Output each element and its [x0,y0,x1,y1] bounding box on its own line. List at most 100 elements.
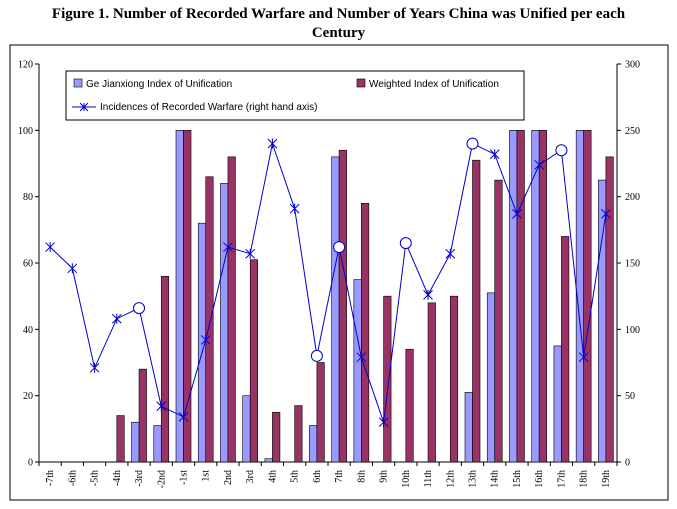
warfare-point-star [601,208,611,219]
right-tick-label: 50 [625,391,635,402]
x-tick-label: 8th [356,470,367,483]
x-tick-label: -2nd [156,470,167,488]
ge-index-bar [131,421,140,463]
left-tick-label: 120 [18,60,33,71]
warfare-point-star [267,138,278,149]
weighted-index-bar [405,348,414,463]
x-tick-label: 1st [201,470,212,482]
legend-label-warfare: Incidences of Recorded Warfare (right ha… [100,102,318,113]
weighted-index-bar [383,295,392,463]
x-tick-label: 12th [445,470,456,488]
weighted-index-bar [338,149,347,463]
weighted-index-bar [427,302,436,463]
warfare-point-star [67,263,78,274]
chart-title-line1: Figure 1. Number of Recorded Warfare and… [51,6,626,22]
ge-index-bar [553,345,562,463]
warfare-point-star [378,417,389,428]
left-tick-label: 40 [23,325,33,336]
weighted-index-bar [272,411,281,463]
legend-swatch-weighted-index [356,78,366,88]
ge-index-bar [264,458,273,463]
warfare-point-star [45,242,55,253]
weighted-index-bar [561,236,570,463]
x-tick-label: 16th [534,470,545,488]
left-tick-label: 60 [23,259,33,270]
warfare-point-star [356,352,367,363]
weighted-index-bar [160,275,170,463]
ge-index-bar [509,130,518,463]
warfare-point-star [512,208,522,219]
weighted-index-bar [116,415,125,463]
x-tick-label: 4th [267,470,278,483]
ge-index-bar [331,156,340,463]
ge-index-bar [486,292,496,463]
x-tick-label: 15th [512,470,523,488]
warfare-point-star [200,334,211,345]
x-tick-label: 5th [290,470,301,483]
right-tick-label: 300 [625,60,640,71]
warfare-point-star [245,248,256,259]
weighted-index-bar [227,156,236,463]
warfare-point-star [423,289,433,300]
x-tick-label: 14th [490,470,501,488]
ge-index-bar [175,130,184,463]
weighted-index-bar [249,259,258,463]
warfare-point-circle [399,237,412,250]
weighted-index-bar [516,130,525,463]
x-tick-label: 9th [379,470,390,483]
x-tick-label: 18th [579,470,590,488]
chart-frame [9,44,669,501]
left-tick-label: 20 [23,391,33,402]
weighted-index-bar [361,203,370,463]
ge-index-bar [309,425,318,463]
x-tick-label: -7th [45,470,56,486]
warfare-point-star [111,313,122,324]
chart-title: Figure 1. Number of Recorded Warfare and… [0,5,677,43]
warfare-point-star [178,411,189,422]
ge-index-bar [353,279,362,463]
legend-swatch-ge-index [73,78,83,88]
weighted-index-bar [183,130,192,463]
warfare-point-star [578,352,589,363]
warfare-point-circle [133,302,146,315]
legend: Ge Jianxiong Index of Unification Weighte… [65,70,525,121]
x-tick-label: 6th [312,470,323,483]
weighted-index-bar [583,130,592,463]
x-tick-label: 17th [556,470,567,488]
warfare-point-circle [555,144,568,157]
ge-index-bar [464,392,473,463]
weighted-index-bar [449,295,459,463]
warfare-point-star [89,362,100,373]
warfare-point-circle [466,137,479,150]
warfare-point-star [223,242,233,253]
weighted-index-bar [316,362,325,463]
weighted-index-bar [494,179,503,463]
legend-label-weighted-index: Weighted Index of Unification [369,79,499,90]
weighted-index-bar [294,405,303,463]
weighted-index-bar [538,130,547,463]
weighted-index-bar [605,156,614,463]
right-tick-label: 0 [625,458,630,469]
x-tick-label: 11th [423,470,434,487]
ge-index-bar [153,425,162,463]
x-tick-label: -6th [67,470,78,486]
weighted-index-bar [205,176,214,463]
x-tick-label: -5th [90,470,101,486]
x-tick-label: 13th [468,470,479,488]
warfare-point-star [534,159,545,170]
warfare-point-circle [333,241,346,254]
right-tick-label: 200 [625,192,640,203]
x-tick-label: 7th [334,470,345,483]
warfare-point-circle [310,349,323,362]
x-tick-label: 3rd [245,470,256,483]
warfare-point-star [489,149,500,160]
ge-index-bar [242,395,251,463]
left-tick-label: 0 [28,458,33,469]
warfare-point-star [289,203,300,214]
left-tick-label: 80 [23,192,33,203]
x-tick-label: 19th [601,470,612,488]
right-tick-label: 150 [625,259,640,270]
warfare-point-star [445,248,456,259]
legend-box [65,70,525,121]
